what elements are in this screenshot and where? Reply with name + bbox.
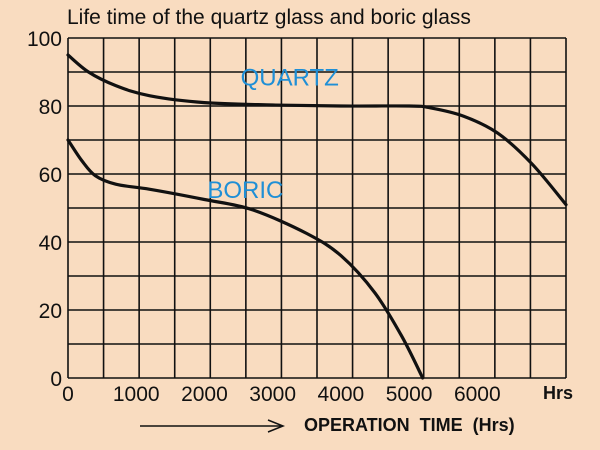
y-tick-label: 100 <box>27 28 62 51</box>
series-line-boric <box>66 138 425 380</box>
x-tick-label: 0 <box>62 383 74 406</box>
series-line-quartz <box>66 53 568 207</box>
x-unit-label: Hrs <box>543 383 573 403</box>
x-tick-labels: 0 1000 2000 3000 4000 5000 6000 <box>62 383 501 406</box>
x-axis-label: OPERATION TIME (Hrs) <box>304 415 515 435</box>
y-tick-label: 20 <box>39 300 62 323</box>
series-labels: QUARTZ BORIC <box>207 65 338 204</box>
series-label-boric: BORIC <box>207 177 283 204</box>
y-tick-labels: 0 20 40 60 80 100 <box>27 28 62 391</box>
x-tick-label: 1000 <box>113 383 160 406</box>
x-axis-arrowhead <box>267 419 286 433</box>
y-tick-label: 80 <box>39 96 62 119</box>
y-tick-label: 40 <box>39 232 62 255</box>
y-tick-label: 0 <box>50 368 62 391</box>
x-tick-label: 6000 <box>454 383 501 406</box>
x-tick-label: 4000 <box>318 383 365 406</box>
y-tick-label: 60 <box>39 164 62 187</box>
x-tick-label: 5000 <box>386 383 433 406</box>
series-lines <box>66 53 568 380</box>
chart-title: Life time of the quartz glass and boric … <box>67 6 471 29</box>
series-label-quartz: QUARTZ <box>241 65 339 92</box>
x-tick-label: 2000 <box>181 383 228 406</box>
x-tick-label: 3000 <box>249 383 296 406</box>
